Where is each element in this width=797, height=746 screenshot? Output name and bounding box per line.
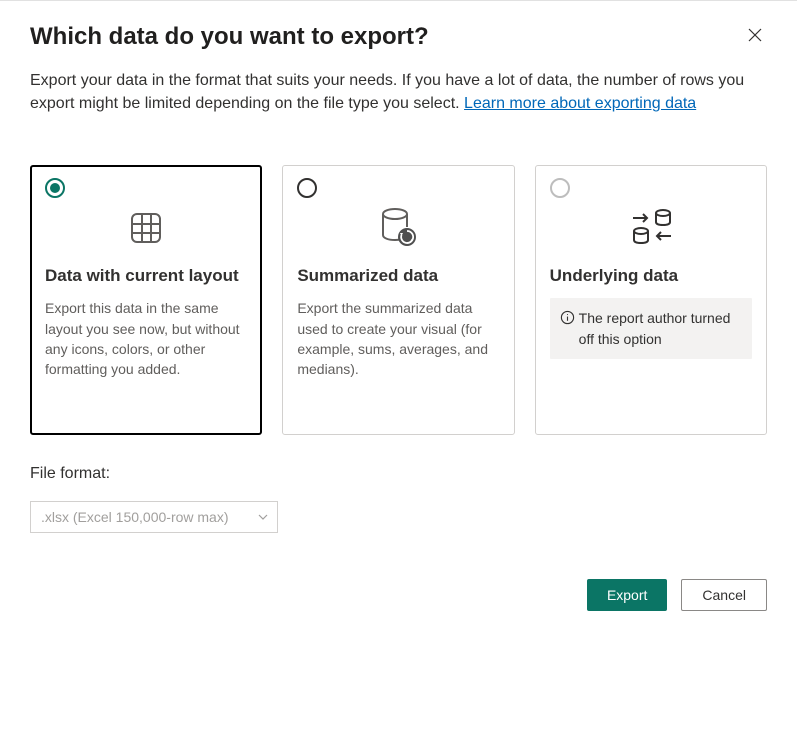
option-title: Underlying data: [550, 266, 752, 286]
chevron-down-icon: [257, 511, 269, 523]
option-summarized[interactable]: Summarized data Export the summarized da…: [282, 165, 514, 435]
option-desc: Export this data in the same layout you …: [45, 298, 247, 379]
learn-more-link[interactable]: Learn more about exporting data: [464, 95, 696, 112]
radio-underlying: [550, 178, 570, 198]
export-options: Data with current layout Export this dat…: [30, 165, 767, 435]
option-desc: Export the summarized data used to creat…: [297, 298, 499, 379]
option-disabled-info: The report author turned off this option: [550, 298, 752, 359]
radio-summarized[interactable]: [297, 178, 317, 198]
database-arrows-icon: [550, 206, 752, 250]
select-value: .xlsx (Excel 150,000-row max): [41, 509, 229, 525]
info-text: The report author turned off this option: [579, 308, 740, 349]
info-icon: [560, 310, 575, 325]
dialog-title: Which data do you want to export?: [30, 23, 767, 51]
file-format-select[interactable]: .xlsx (Excel 150,000-row max): [30, 501, 278, 533]
option-title: Summarized data: [297, 266, 499, 286]
dialog-subtitle: Export your data in the format that suit…: [30, 69, 767, 115]
close-icon: [747, 27, 763, 43]
radio-current-layout[interactable]: [45, 178, 65, 198]
export-button[interactable]: Export: [587, 579, 667, 611]
option-current-layout[interactable]: Data with current layout Export this dat…: [30, 165, 262, 435]
grid-icon: [45, 206, 247, 250]
option-underlying: Underlying data The report author turned…: [535, 165, 767, 435]
file-format-label: File format:: [30, 465, 767, 483]
cancel-button[interactable]: Cancel: [681, 579, 767, 611]
option-title: Data with current layout: [45, 266, 247, 286]
close-button[interactable]: [743, 23, 767, 47]
database-refresh-icon: [297, 206, 499, 250]
export-dialog: Which data do you want to export? Export…: [0, 1, 797, 746]
dialog-footer: Export Cancel: [30, 579, 767, 611]
